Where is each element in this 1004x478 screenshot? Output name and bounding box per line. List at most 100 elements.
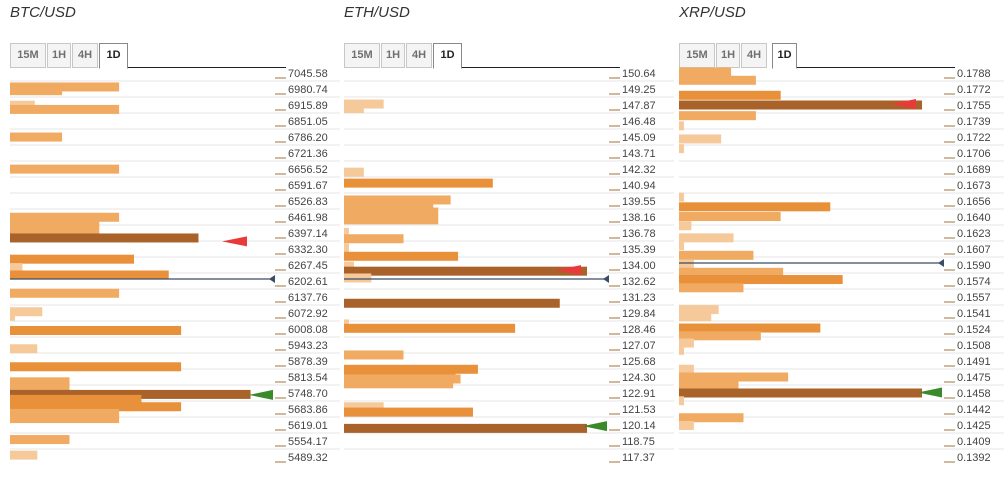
- tick-label: 120.14: [622, 420, 656, 432]
- volume-bar: [679, 396, 684, 406]
- volume-bar: [679, 388, 923, 398]
- tick-label: 5619.01: [288, 420, 328, 432]
- volume-bar: [10, 212, 120, 222]
- volume-bar: [344, 323, 516, 333]
- volume-bar: [344, 104, 364, 114]
- tick-label: 134.00: [622, 260, 656, 272]
- tick-label: 6591.67: [288, 180, 328, 192]
- volume-bar: [679, 267, 784, 277]
- volume-bar: [679, 202, 831, 212]
- tab-1d[interactable]: 1D: [99, 43, 128, 69]
- volume-bar: [10, 408, 120, 418]
- volume-bar: [679, 413, 744, 423]
- panel-title: XRP/USD: [679, 4, 746, 21]
- tick-label: 5748.70: [288, 388, 328, 400]
- volume-bar: [344, 369, 456, 379]
- volume-bar: [10, 450, 38, 460]
- tick-label: 6008.08: [288, 324, 328, 336]
- volume-bar: [10, 414, 120, 424]
- volume-bar: [679, 212, 781, 222]
- xrp-panel: XRP/USD 15M 1H 4H 1D 0.1788 0.1772 0.1755 0…: [679, 0, 1004, 478]
- resistance-arrow: [222, 236, 247, 247]
- tick-label: 132.62: [622, 276, 656, 288]
- volume-bar: [344, 99, 384, 109]
- volume-bar: [679, 283, 744, 293]
- tick-label: 5878.39: [288, 356, 328, 368]
- current-price-marker: [269, 274, 275, 283]
- current-price-marker: [938, 259, 944, 267]
- panel-title: ETH/USD: [344, 4, 410, 21]
- tick-label: 0.1772: [957, 84, 991, 96]
- tick-label: 121.53: [622, 404, 656, 416]
- volume-bar: [10, 435, 70, 445]
- tick-label: 0.1788: [957, 68, 991, 80]
- current-price-marker: [603, 274, 609, 283]
- volume-bar: [679, 241, 684, 251]
- volume-bar: [344, 364, 478, 374]
- tab-1d[interactable]: 1D: [433, 43, 462, 69]
- tick-label: 0.1425: [957, 420, 991, 432]
- tick-label: 118.75: [622, 436, 655, 448]
- volume-bar: [679, 338, 694, 348]
- tab-15m[interactable]: 15M: [679, 43, 715, 68]
- xrp-chart: 0.1788 0.1772 0.1755 0.1739 0.1722 0.1706 0.16…: [679, 67, 1004, 464]
- tab-1h[interactable]: 1H: [716, 43, 740, 68]
- volume-bar: [344, 407, 473, 417]
- btc-chart: 7045.58 6980.74 6915.89 6851.05 6786.20 6721.…: [10, 68, 340, 464]
- volume-bar: [344, 423, 588, 433]
- tick-label: 6202.61: [288, 276, 328, 288]
- volume-bar: [344, 195, 451, 205]
- tab-underline: [797, 67, 955, 68]
- tab-4h[interactable]: 4H: [741, 43, 767, 68]
- volume-bar: [10, 263, 23, 273]
- volume-bar: [679, 250, 754, 260]
- volume-bar: [344, 374, 461, 384]
- tab-1d[interactable]: 1D: [772, 43, 797, 69]
- volume-bar: [10, 325, 182, 335]
- resistance-arrow: [556, 265, 581, 276]
- tab-15m[interactable]: 15M: [10, 43, 46, 68]
- tick-label: 6980.74: [288, 84, 328, 96]
- volume-bar: [344, 402, 384, 412]
- tab-4h[interactable]: 4H: [406, 43, 432, 68]
- tab-4h[interactable]: 4H: [72, 43, 98, 68]
- tick-label: 0.1656: [957, 196, 991, 208]
- volume-bar: [679, 364, 694, 374]
- volume-bar: [10, 394, 142, 404]
- volume-bar: [344, 167, 364, 177]
- tab-1h[interactable]: 1H: [381, 43, 405, 68]
- volume-bar: [10, 270, 169, 280]
- tab-15m[interactable]: 15M: [344, 43, 380, 68]
- tick-label: 0.1541: [957, 308, 991, 320]
- tick-label: 0.1458: [957, 388, 991, 400]
- support-arrow: [583, 421, 607, 432]
- eth-panel: ETH/USD 15M 1H 4H 1D 150.64 149.25 147.87 1…: [344, 0, 674, 478]
- volume-bar: [10, 307, 43, 317]
- volume-bar: [344, 273, 372, 283]
- volume-bar: [679, 345, 684, 355]
- volume-bar: [344, 202, 434, 212]
- volume-bar: [10, 217, 100, 227]
- volume-bar: [679, 380, 739, 390]
- volume-bar: [10, 224, 100, 234]
- tick-label: 0.1590: [957, 260, 991, 272]
- tick-label: 0.1475: [957, 372, 991, 384]
- volume-bar: [344, 227, 349, 237]
- tick-label: 127.07: [622, 340, 656, 352]
- volume-bar: [344, 243, 349, 253]
- tick-label: 122.91: [622, 388, 656, 400]
- tick-label: 0.1640: [957, 212, 991, 224]
- tick-label: 149.25: [622, 84, 656, 96]
- volume-bar: [10, 311, 15, 321]
- eth-chart: 150.64 149.25 147.87 146.48 145.09 143.71 142.…: [344, 68, 674, 464]
- panel-title: BTC/USD: [10, 4, 76, 21]
- tab-1h[interactable]: 1H: [47, 43, 71, 68]
- volume-bar: [679, 420, 694, 430]
- tick-label: 5943.23: [288, 340, 328, 352]
- tick-label: 5489.32: [288, 452, 328, 464]
- volume-bar: [679, 275, 843, 285]
- tick-label: 136.78: [622, 228, 656, 240]
- tick-label: 6072.92: [288, 308, 328, 320]
- volume-bar: [344, 266, 588, 276]
- tick-label: 6461.98: [288, 212, 328, 224]
